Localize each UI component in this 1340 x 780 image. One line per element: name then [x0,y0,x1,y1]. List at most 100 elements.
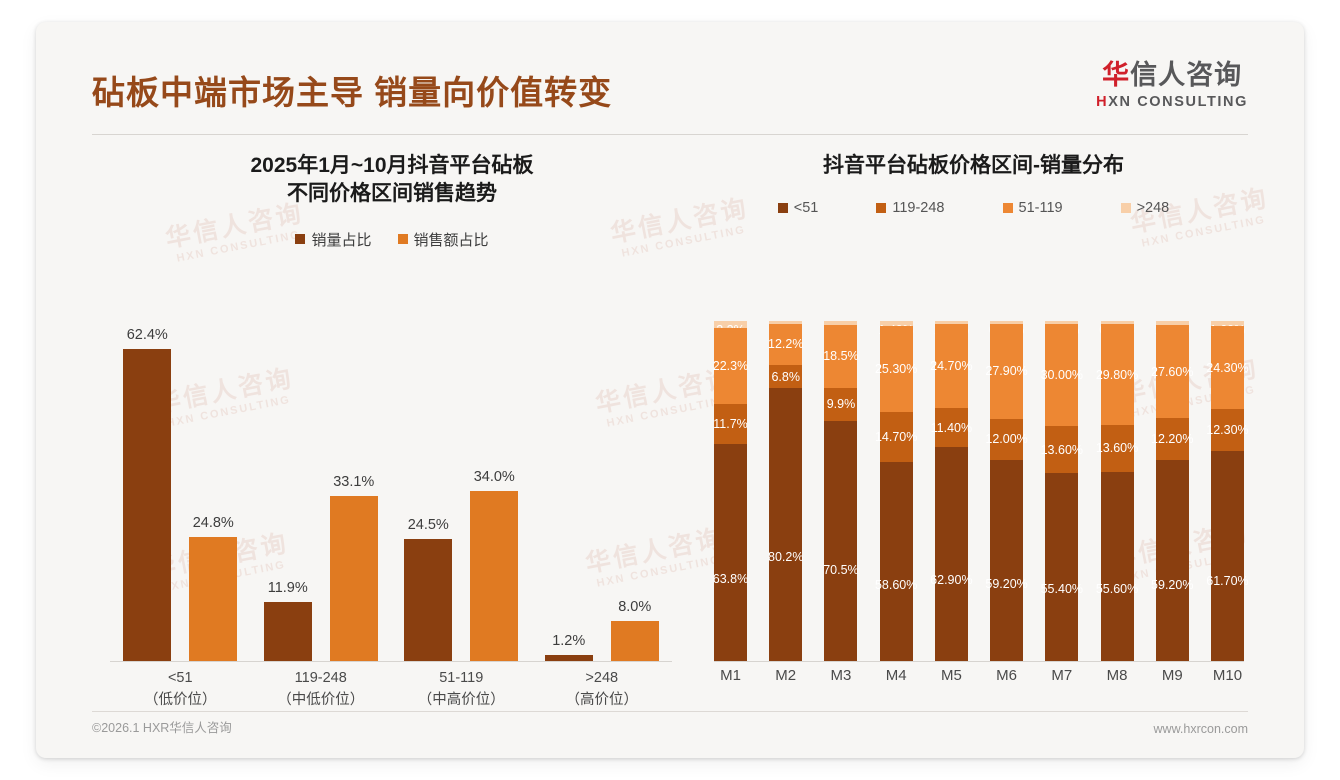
stacked-bar[interactable]: 1.40%25.30%14.70%58.60% [875,321,917,661]
legend-label: 销售额占比 [413,231,489,249]
stacked-bar[interactable]: 1.10%27.60%12.20%59.20% [1151,321,1193,662]
stack-segment[interactable]: 13.60% [1041,426,1083,473]
stacked-bar[interactable]: 1.1%18.5%9.9%70.5% [823,321,859,661]
category-label: 51-119 （中高价位） [391,667,532,712]
stack-segment-label: 62.90% [930,572,973,587]
stacked-bar[interactable]: 0.90%27.90%12.00%59.20% [985,321,1028,661]
stack-segment[interactable]: 11.7% [713,404,748,445]
legend-swatch-icon [397,234,408,245]
stack-segment[interactable]: 55.40% [1041,472,1083,661]
stack-segment-label: 11.7% [713,417,748,432]
stack-segment[interactable]: 14.70% [875,411,917,462]
bar-rect[interactable] [544,655,593,661]
slide-header: 砧板中端市场主导 销量向价值转变 华信人咨询 HXN CONSULTING [36,22,1304,114]
bar-column[interactable]: 24.8% [189,321,238,661]
stack-segment[interactable]: 12.2% [767,323,804,366]
stack-segment[interactable]: 59.20% [985,459,1028,661]
stack-segment[interactable]: 29.80% [1096,324,1138,426]
month-label: M7 [1051,667,1073,684]
stack-segment-label: 59.20% [985,577,1028,592]
stacked-bar[interactable]: 0.90%29.80%13.60%55.60% [1096,321,1138,661]
month-label: M8 [1106,667,1128,684]
stack-segment[interactable]: 12.00% [985,418,1028,460]
legend-label: 119-248 [892,200,945,217]
bar-column[interactable]: 1.2% [544,321,593,661]
bar-value-label: 1.2% [552,633,586,649]
stacked-bar[interactable]: 2.2% 22.3% 11.7% 63.8% [712,321,749,661]
right-legend-item[interactable]: >248 [1120,200,1170,217]
stack-segment[interactable]: 6.8% [769,365,803,389]
stack-segment[interactable]: 80.2% [768,388,803,661]
stack-segment-label: 12.2% [767,337,804,352]
stack-segment-label: 12.30% [1206,422,1249,437]
right-legend-item[interactable]: 119-248 [876,200,945,217]
left-legend-item[interactable]: 销售额占比 [397,229,489,250]
stack-segment[interactable]: 24.30% [1206,326,1249,410]
stack-segment[interactable]: 9.9% [824,387,858,422]
bar-column[interactable]: 24.5% [404,321,453,661]
stack-segment-label: 9.9% [826,397,856,412]
stacked-bar[interactable]: 1.00%24.70%11.40%62.90% [930,321,973,661]
stack-segment[interactable]: 25.30% [875,325,917,412]
legend-swatch-icon [295,234,306,245]
right-legend-item[interactable]: 51-119 [1002,200,1063,217]
bar-group: 62.4% 24.8% [110,321,251,661]
month-label: M4 [885,667,907,684]
stack-segment-label: 29.80% [1095,367,1139,382]
bar-rect[interactable] [470,491,519,661]
stack-segment[interactable]: 27.90% [985,324,1028,419]
left-chart-title: 2025年1月~10月抖音平台砧板 不同价格区间销售趋势 [92,152,692,209]
stack-segment[interactable]: 11.40% [931,408,972,448]
bar-column[interactable]: 62.4% [123,321,172,661]
right-legend-item[interactable]: <51 [777,200,818,216]
left-legend-item[interactable]: 销量占比 [295,229,372,250]
stack-segment-label: 63.8% [712,571,749,586]
bar-rect[interactable] [329,495,378,661]
stack-segment[interactable]: 12.20% [1151,418,1193,460]
left-chart-plot: 62.4% 24.8% 11.9% 33.1% 24.5% 34.0% 1.2% 8.0% [110,307,672,662]
legend-label: 51-119 [1018,200,1063,217]
stack-segment-label: 59.20% [1151,577,1194,592]
stack-segment[interactable]: 12.30% [1206,409,1249,451]
logo-chinese-accent: 华 [1102,60,1131,90]
stack-segment[interactable]: 70.5% [823,421,859,661]
bar-column[interactable]: 33.1% [329,321,378,661]
bar-group: 1.2% 8.0% [532,321,673,661]
stack-segment[interactable]: 18.5% [823,324,859,388]
bar-rect[interactable] [263,601,312,661]
stack-segment[interactable]: 13.60% [1096,425,1138,472]
stack-segment[interactable]: 55.60% [1096,471,1138,661]
x-axis-line [714,661,1244,662]
stack-segment[interactable]: 22.3% [712,328,749,405]
bar-rect[interactable] [123,349,172,661]
stacked-bar[interactable]: 1.60%24.30%12.30%61.70% [1206,321,1249,661]
bar-rect[interactable] [404,538,453,661]
stacked-bar[interactable]: 1.00%30.00%13.60%55.40% [1041,321,1083,661]
footer-divider [92,711,1248,712]
stack-segment[interactable]: 24.70% [930,324,973,409]
bar-column[interactable]: 34.0% [470,321,519,661]
stack-segment-label: 27.90% [985,364,1028,379]
bar-rect[interactable] [189,537,238,661]
stack-segment[interactable]: 62.90% [930,447,973,661]
stack-segment[interactable]: 30.00% [1041,324,1083,427]
stack-segment-label: 6.8% [771,369,800,384]
stack-segment-label: 22.3% [712,359,749,374]
stack-segment[interactable]: 59.20% [1151,459,1193,662]
legend-swatch-icon [777,203,788,214]
stack-segment-label: 12.20% [1151,432,1194,447]
bar-column[interactable]: 11.9% [263,321,312,661]
stack-segment[interactable]: 2.2% [714,321,747,337]
bar-column[interactable]: 8.0% [610,321,659,661]
legend-label: >248 [1136,200,1170,217]
stack-segment[interactable]: 61.70% [1206,450,1249,661]
logo-english-rest: XN CONSULTING [1108,94,1248,110]
bar-rect[interactable] [610,621,659,661]
legend-swatch-icon [1120,203,1131,214]
bar-value-label: 24.8% [192,515,234,531]
category-tier: （中低价位） [277,692,365,709]
stack-segment[interactable]: 63.8% [712,444,749,661]
stack-segment[interactable]: 27.60% [1151,324,1193,419]
stack-segment[interactable]: 58.60% [875,461,917,661]
stacked-bar[interactable]: 0.8%12.2%6.8%80.2% [767,321,804,661]
